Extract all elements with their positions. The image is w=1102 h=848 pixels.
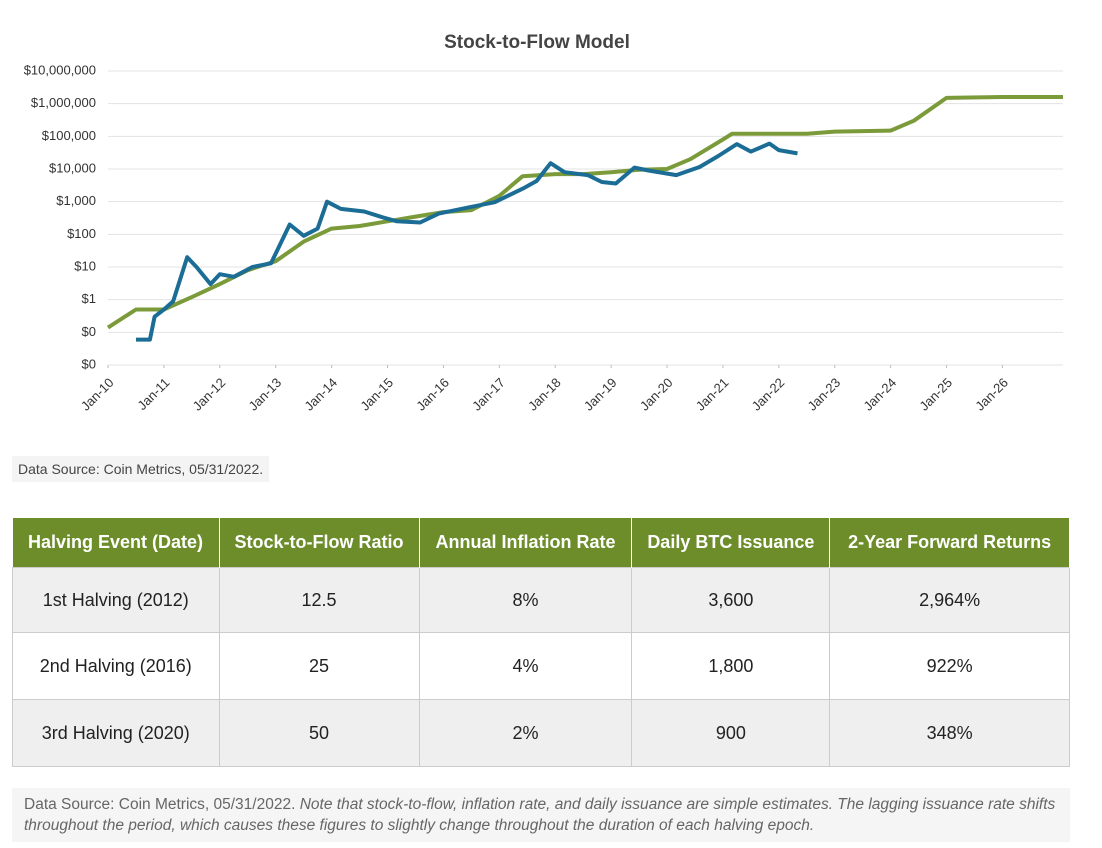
chart: Stock-to-Flow Model $0 $0 $1 $10 $100 $1,000 $… bbox=[24, 32, 1063, 414]
x-tick-label: Jan-17 bbox=[469, 375, 508, 414]
series-line bbox=[106, 95, 1063, 330]
header-cell: Stock-to-Flow Ratio bbox=[219, 518, 420, 568]
y-tick-label: $100,000 bbox=[42, 128, 96, 143]
chart-source: Data Source: Coin Metrics, 05/31/2022. bbox=[12, 456, 270, 482]
table-cell: 12.5 bbox=[218, 567, 420, 633]
x-tick-label: Jan-26 bbox=[972, 375, 1011, 414]
x-tick-label: Jan-25 bbox=[916, 375, 955, 414]
header-row: Halving Event (Date) Stock-to-Flow Ratio A… bbox=[12, 518, 1070, 568]
footnote-source: Data Source: Coin Metrics, 05/31/2022. bbox=[24, 796, 296, 813]
x-tick-label: Jan-24 bbox=[860, 375, 899, 414]
y-tick-label: $0 bbox=[82, 324, 96, 339]
table-cell: 8% bbox=[418, 567, 633, 633]
table-cell: 3rd Halving (2020) bbox=[12, 699, 220, 767]
table-cell: 2,964% bbox=[829, 567, 1070, 633]
table-cell: 4% bbox=[418, 632, 633, 700]
x-tick-label: Jan-10 bbox=[78, 375, 117, 414]
x-tick-label: Jan-22 bbox=[749, 375, 788, 414]
y-tick-label: $0 bbox=[82, 356, 96, 371]
table-cell: 348% bbox=[829, 699, 1070, 767]
x-tick-label: Jan-19 bbox=[581, 375, 620, 414]
y-tick-label: $100 bbox=[67, 226, 96, 241]
header-cell: 2-Year Forward Returns bbox=[829, 518, 1070, 568]
table-body: 1st Halving (2012) 12.5 8% 3,600 2,964% 2nd H… bbox=[12, 567, 1070, 767]
x-tick-label: Jan-23 bbox=[805, 375, 844, 414]
table-row: 2nd Halving (2016) 25 4% 1,800 922% bbox=[12, 632, 1070, 700]
table-cell: 1,800 bbox=[631, 632, 831, 700]
x-tick-label: Jan-13 bbox=[246, 375, 285, 414]
x-tick-label: Jan-18 bbox=[525, 375, 564, 414]
series-line bbox=[136, 141, 798, 342]
x-tick-label: Jan-16 bbox=[413, 375, 452, 414]
table-cell: 25 bbox=[218, 632, 420, 700]
y-tick-label: $10,000 bbox=[49, 160, 96, 175]
table-cell: 50 bbox=[218, 699, 420, 767]
header-cell: Halving Event (Date) bbox=[12, 518, 220, 568]
table-cell: 900 bbox=[631, 699, 831, 767]
table-row: 3rd Halving (2020) 50 2% 900 348% bbox=[12, 699, 1070, 767]
y-tick-label: $10 bbox=[74, 258, 96, 273]
x-tick-label: Jan-14 bbox=[301, 375, 340, 414]
x-tick-label: Jan-20 bbox=[637, 375, 676, 414]
footnote-note: Note that stock-to-flow, inflation rate,… bbox=[24, 796, 1056, 834]
header-cell: Daily BTC Issuance bbox=[631, 518, 831, 568]
x-tick-label: Jan-21 bbox=[693, 375, 732, 414]
header-cell: Annual Inflation Rate bbox=[419, 518, 633, 568]
chart-title: Stock-to-Flow Model bbox=[444, 32, 630, 53]
x-tick-label: Jan-12 bbox=[190, 375, 229, 414]
x-tick-label: Jan-11 bbox=[134, 375, 172, 413]
table-cell: 2nd Halving (2016) bbox=[12, 632, 220, 700]
y-tick-label: $10,000,000 bbox=[24, 62, 96, 77]
table-cell: 3,600 bbox=[631, 567, 831, 633]
y-tick-label: $1 bbox=[82, 291, 96, 306]
x-tick-label: Jan-15 bbox=[357, 375, 396, 414]
y-tick-label: $1,000 bbox=[56, 193, 96, 208]
halving-table: Halving Event (Date) Stock-to-Flow Ratio A… bbox=[12, 518, 1070, 767]
table-row: 1st Halving (2012) 12.5 8% 3,600 2,964% bbox=[12, 567, 1070, 633]
table-cell: 1st Halving (2012) bbox=[12, 567, 220, 633]
table-cell: 922% bbox=[829, 632, 1070, 700]
table-cell: 2% bbox=[418, 699, 633, 767]
footnote: Data Source: Coin Metrics, 05/31/2022. N… bbox=[12, 788, 1070, 842]
y-tick-label: $1,000,000 bbox=[31, 95, 96, 110]
